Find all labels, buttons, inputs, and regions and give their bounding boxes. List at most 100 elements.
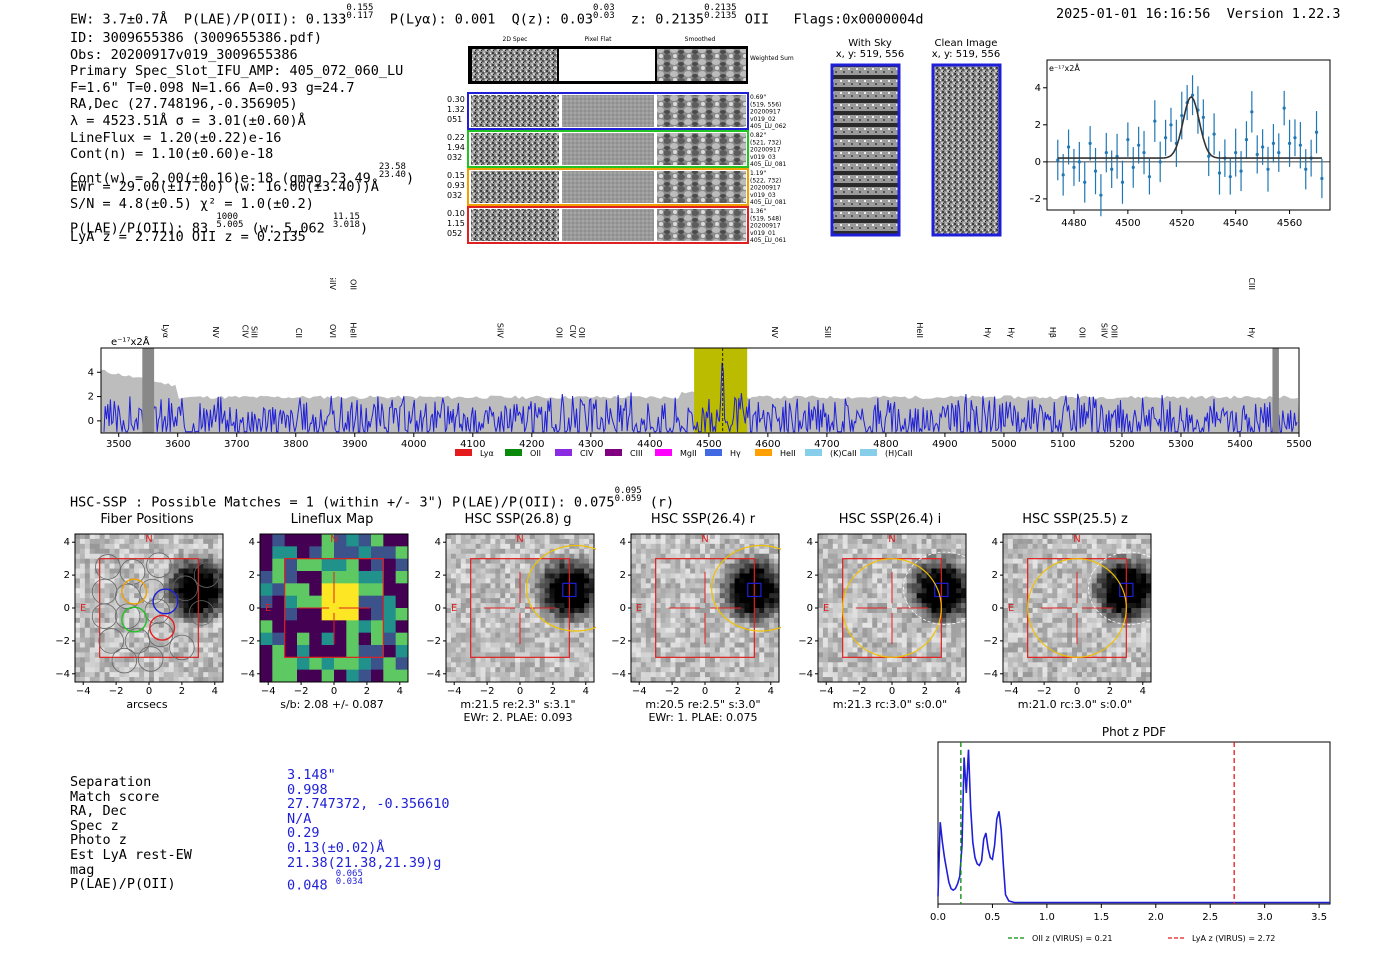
hsc-ytick: 4	[992, 537, 998, 548]
hsc-ytick: 2	[992, 570, 998, 581]
fiber-circle	[172, 575, 198, 602]
spectrum-xtick: 4400	[637, 439, 662, 450]
hsc-panel-title: Lineflux Map	[290, 512, 374, 527]
match-table-values: 3.148" 0.998 27.747372, -0.356610 N/A 0.…	[287, 768, 450, 893]
spec2d-right-label: 1.36"	[750, 208, 766, 215]
galaxy-ellipse	[710, 544, 781, 632]
fiber-circle	[188, 600, 215, 626]
hsc-ytick: 2	[64, 570, 70, 581]
north-label: N	[330, 534, 337, 545]
zoom-data-point	[1282, 90, 1286, 126]
hsc-caption-line: m:21.3 rc:3.0" s:0.0"	[832, 698, 948, 711]
fiber-highlight	[152, 588, 179, 615]
aperture-circle	[1027, 558, 1127, 658]
clean-xy: x, y: 519, 556	[931, 49, 1001, 60]
aperture-circle	[842, 558, 942, 658]
zoom-xtick: 4500	[1115, 218, 1140, 229]
legend-label: Lyα	[480, 449, 494, 458]
fiber-circle	[119, 559, 146, 585]
spec2d-right-label: 405_LU_081	[750, 199, 787, 206]
fiber-circle	[114, 603, 141, 629]
hsc-panel-title: Fiber Positions	[100, 512, 194, 527]
info-contw-lo: 23.40	[378, 169, 406, 180]
legend-label: CIV	[580, 449, 594, 458]
zoom-data-point	[1180, 91, 1184, 140]
match-value-7: 0.048 0.065 0.034	[287, 870, 450, 893]
north-label: N	[701, 534, 708, 545]
spec2d-header-0: 2D Spec	[503, 36, 528, 43]
hsc-ytick: 2	[620, 570, 626, 581]
zoom-plot: e⁻¹⁷x2Å 4480 4500 4520 4540 4560 4 2 0 −2	[1030, 59, 1331, 229]
spec2d-left-label: 032	[447, 191, 462, 200]
hsc-panel-caption: s/b: 2.08 +/- 0.087	[242, 698, 422, 711]
hsc-ytick: 4	[620, 537, 626, 548]
pdf-legend-item: LyA z (VIRUS) = 2.72	[1168, 934, 1275, 943]
header-flags: Flags:0x0000004d	[793, 11, 924, 28]
legend-label: (H)CaII	[885, 449, 912, 458]
hsc-xtick: −4	[631, 686, 647, 697]
spectral-line-label: HeII	[915, 322, 924, 338]
spec2d-right-label: 405_LU_061	[750, 237, 787, 244]
fiber-circle	[146, 552, 172, 578]
hsc-ytick: 0	[435, 603, 441, 614]
photz-pdf-content: Phot z PDF 0.0 0.5 1.0 1.5 2.0 2.5 3.0 3.5 OII z …	[930, 725, 1331, 943]
info-plae-hi: 1000	[216, 211, 238, 222]
hsc-xtick: 2	[1106, 686, 1114, 697]
zoom-data-point	[1244, 121, 1249, 159]
zoom-ytick: 4	[1035, 83, 1041, 94]
hsc-cutout-panel: N E 4 2 0 −2 −4	[55, 533, 224, 685]
zoom-data-point	[1153, 100, 1157, 142]
zoom-data-point	[1304, 149, 1308, 190]
hsc-ytick: −4	[240, 669, 255, 680]
spec2d-right-label: 405_LU_081	[750, 161, 787, 168]
zoom-xtick: 4560	[1277, 218, 1302, 229]
info-plae: P(LAE)/P(OII): 83 1000 5.005 (w: 5.062 11…	[70, 211, 369, 237]
hsc-xtick: −2	[108, 686, 124, 697]
spec2d-row-frame	[467, 92, 749, 130]
pixel-flat-cutout	[562, 171, 654, 203]
hsc-xtick: 2	[921, 686, 929, 697]
hsc-panel-caption: arcsecs	[57, 698, 237, 711]
hsc-xtick: 0	[1073, 686, 1081, 697]
match-value-3: N/A	[287, 810, 312, 827]
info-lineflux: LineFlux = 1.20(±0.22)e-16	[70, 129, 282, 146]
hsc-xtick: 0	[330, 686, 338, 697]
header-q-lo: 0.03	[592, 11, 615, 21]
legend-item: Hγ	[705, 449, 741, 458]
spectral-line-label: Hβ	[1048, 327, 1057, 338]
pixel-flat-cutout	[562, 95, 654, 127]
hsc-xtick: 4	[211, 686, 218, 697]
spectral-line-label: OII	[577, 327, 586, 338]
spectrum-xtick: 4600	[755, 439, 780, 450]
zoom-xtick: 4480	[1061, 218, 1086, 229]
hsc-cutout-panel: N E 4 2 0 −2 −4	[240, 533, 409, 685]
hsc-ytick: 4	[249, 537, 255, 548]
hsc-image	[260, 534, 409, 683]
search-box	[99, 558, 199, 658]
match-label-3: Spec z	[70, 817, 119, 834]
zoom-data-point	[1077, 141, 1081, 182]
header-plae: P(LAE)/P(OII): 0.133	[183, 11, 347, 28]
spec2d-cutout	[471, 95, 559, 127]
pdf-legend-label: LyA z (VIRUS) = 2.72	[1192, 934, 1275, 943]
info-radec: RA,Dec (27.748196,-0.356905)	[70, 96, 298, 113]
spectral-line-label: Hγ	[1007, 327, 1016, 338]
with-sky-xy: x, y: 519, 556	[835, 49, 905, 60]
hsc-panel-caption: m:21.5 re:2.3" s:3.1" EWr: 2. PLAE: 0.093	[428, 698, 608, 724]
spec2d-left-label: 1.32	[447, 105, 465, 114]
spectral-line-label: CIV	[568, 325, 577, 339]
spec2d-row-frame	[467, 130, 749, 168]
spectrum-xtick: 5300	[1168, 439, 1193, 450]
spec2d-right-label: 1.19"	[750, 170, 766, 177]
east-label: E	[451, 603, 457, 614]
spec2d-right-label: v019_01	[750, 230, 776, 237]
header-z-lo: 0.2135	[704, 11, 737, 21]
masked-region	[1272, 348, 1279, 433]
spectrum-xtick: 3700	[224, 439, 249, 450]
zoom-data-point	[1207, 136, 1211, 177]
zoom-data-point	[1088, 126, 1092, 161]
spec2d-left-label: 051	[447, 115, 462, 124]
zoom-data-point	[1110, 150, 1114, 189]
spectrum-xtick: 5000	[991, 439, 1016, 450]
